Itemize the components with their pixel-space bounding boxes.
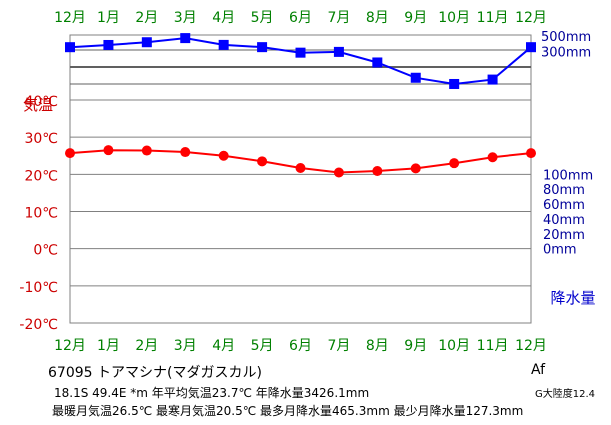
precipitation-point [65, 42, 75, 53]
month-label-top: 10月 [438, 10, 470, 26]
precipitation-line [69, 37, 532, 86]
left-tick-label: -10℃ [19, 280, 58, 296]
precipitation-point [141, 37, 152, 48]
month-label-bottom: 7月 [327, 338, 350, 354]
precipitation-point [410, 72, 421, 83]
left-axis-label: 気温 [23, 96, 53, 114]
month-label-bottom: 6月 [289, 338, 312, 354]
precipitation-point [257, 42, 268, 53]
temperature-point [526, 148, 536, 159]
station-name: 67095 トアマシナ(マダガスカル) [48, 365, 262, 381]
month-label-bottom: 11月 [477, 338, 509, 354]
right-tick-label: 60mm [543, 198, 585, 213]
left-tick-label: 10℃ [24, 206, 58, 222]
right-tick-label: 0mm [543, 243, 577, 258]
precipitation-point [487, 74, 498, 85]
left-tick-label: -20℃ [19, 317, 58, 333]
precipitation-point [103, 39, 114, 50]
continentality: G大陸度12.4 [535, 389, 596, 400]
temperature-point [487, 152, 498, 163]
climate-code: Af [531, 362, 546, 378]
left-tick-label: 40℃ [24, 94, 58, 110]
right-tick-label: 20mm [543, 228, 585, 243]
month-label-bottom: 12月 [54, 338, 86, 354]
right-tick-label: 300mm [541, 46, 591, 61]
month-label-top: 12月 [54, 10, 86, 26]
temperature-point [449, 158, 460, 169]
precipitation-point [218, 39, 229, 50]
temperature-point [141, 145, 152, 156]
temperature-point [333, 167, 344, 178]
precipitation-point [526, 42, 536, 53]
plot-frame [69, 34, 532, 324]
month-label-top: 2月 [135, 10, 158, 26]
month-label-top: 5月 [251, 10, 274, 26]
month-label-top: 11月 [477, 10, 509, 26]
temperature-point [103, 145, 114, 156]
station-stats-line1: 18.1S 49.4E *m 年平均気温23.7℃ 年降水量3426.1mm [54, 386, 370, 400]
month-label-top: 9月 [404, 10, 427, 26]
month-label-bottom: 5月 [251, 338, 274, 354]
right-tick-label: 80mm [543, 183, 585, 198]
month-label-bottom: 4月 [212, 338, 235, 354]
precipitation-point [449, 78, 460, 89]
left-tick-label: 20℃ [24, 168, 58, 184]
precipitation-point [333, 46, 344, 57]
month-label-bottom: 1月 [97, 338, 120, 354]
temperature-point [257, 156, 268, 167]
temperature-point [410, 163, 421, 174]
month-label-bottom: 8月 [366, 338, 389, 354]
month-label-top: 3月 [174, 10, 197, 26]
right-tick-label: 40mm [543, 213, 585, 228]
right-tick-label: 100mm [543, 168, 593, 183]
station-stats-line2: 最暖月気温26.5℃ 最寒月気温20.5℃ 最多月降水量465.3mm 最少月降… [52, 404, 524, 418]
temperature-point [180, 147, 191, 158]
month-label-bottom: 10月 [438, 338, 470, 354]
precipitation-point [180, 33, 191, 44]
temperature-point [295, 163, 306, 174]
temperature-point [372, 165, 383, 176]
month-label-bottom: 3月 [174, 338, 197, 354]
month-label-bottom: 2月 [135, 338, 158, 354]
month-label-bottom: 9月 [404, 338, 427, 354]
temperature-point [65, 148, 75, 159]
left-tick-label: 0℃ [33, 243, 58, 259]
month-label-top: 6月 [289, 10, 312, 26]
right-tick-label: 500mm [541, 30, 591, 45]
month-label-bottom: 12月 [515, 338, 547, 354]
month-label-top: 1月 [97, 10, 120, 26]
month-label-top: 8月 [366, 10, 389, 26]
left-tick-label: 30℃ [24, 131, 58, 147]
precipitation-point [295, 47, 306, 58]
month-label-top: 7月 [327, 10, 350, 26]
temperature-point [218, 150, 229, 161]
precipitation-point [372, 57, 383, 68]
month-label-top: 12月 [515, 10, 547, 26]
right-axis-label: 降水量 [550, 289, 595, 307]
month-label-top: 4月 [212, 10, 235, 26]
